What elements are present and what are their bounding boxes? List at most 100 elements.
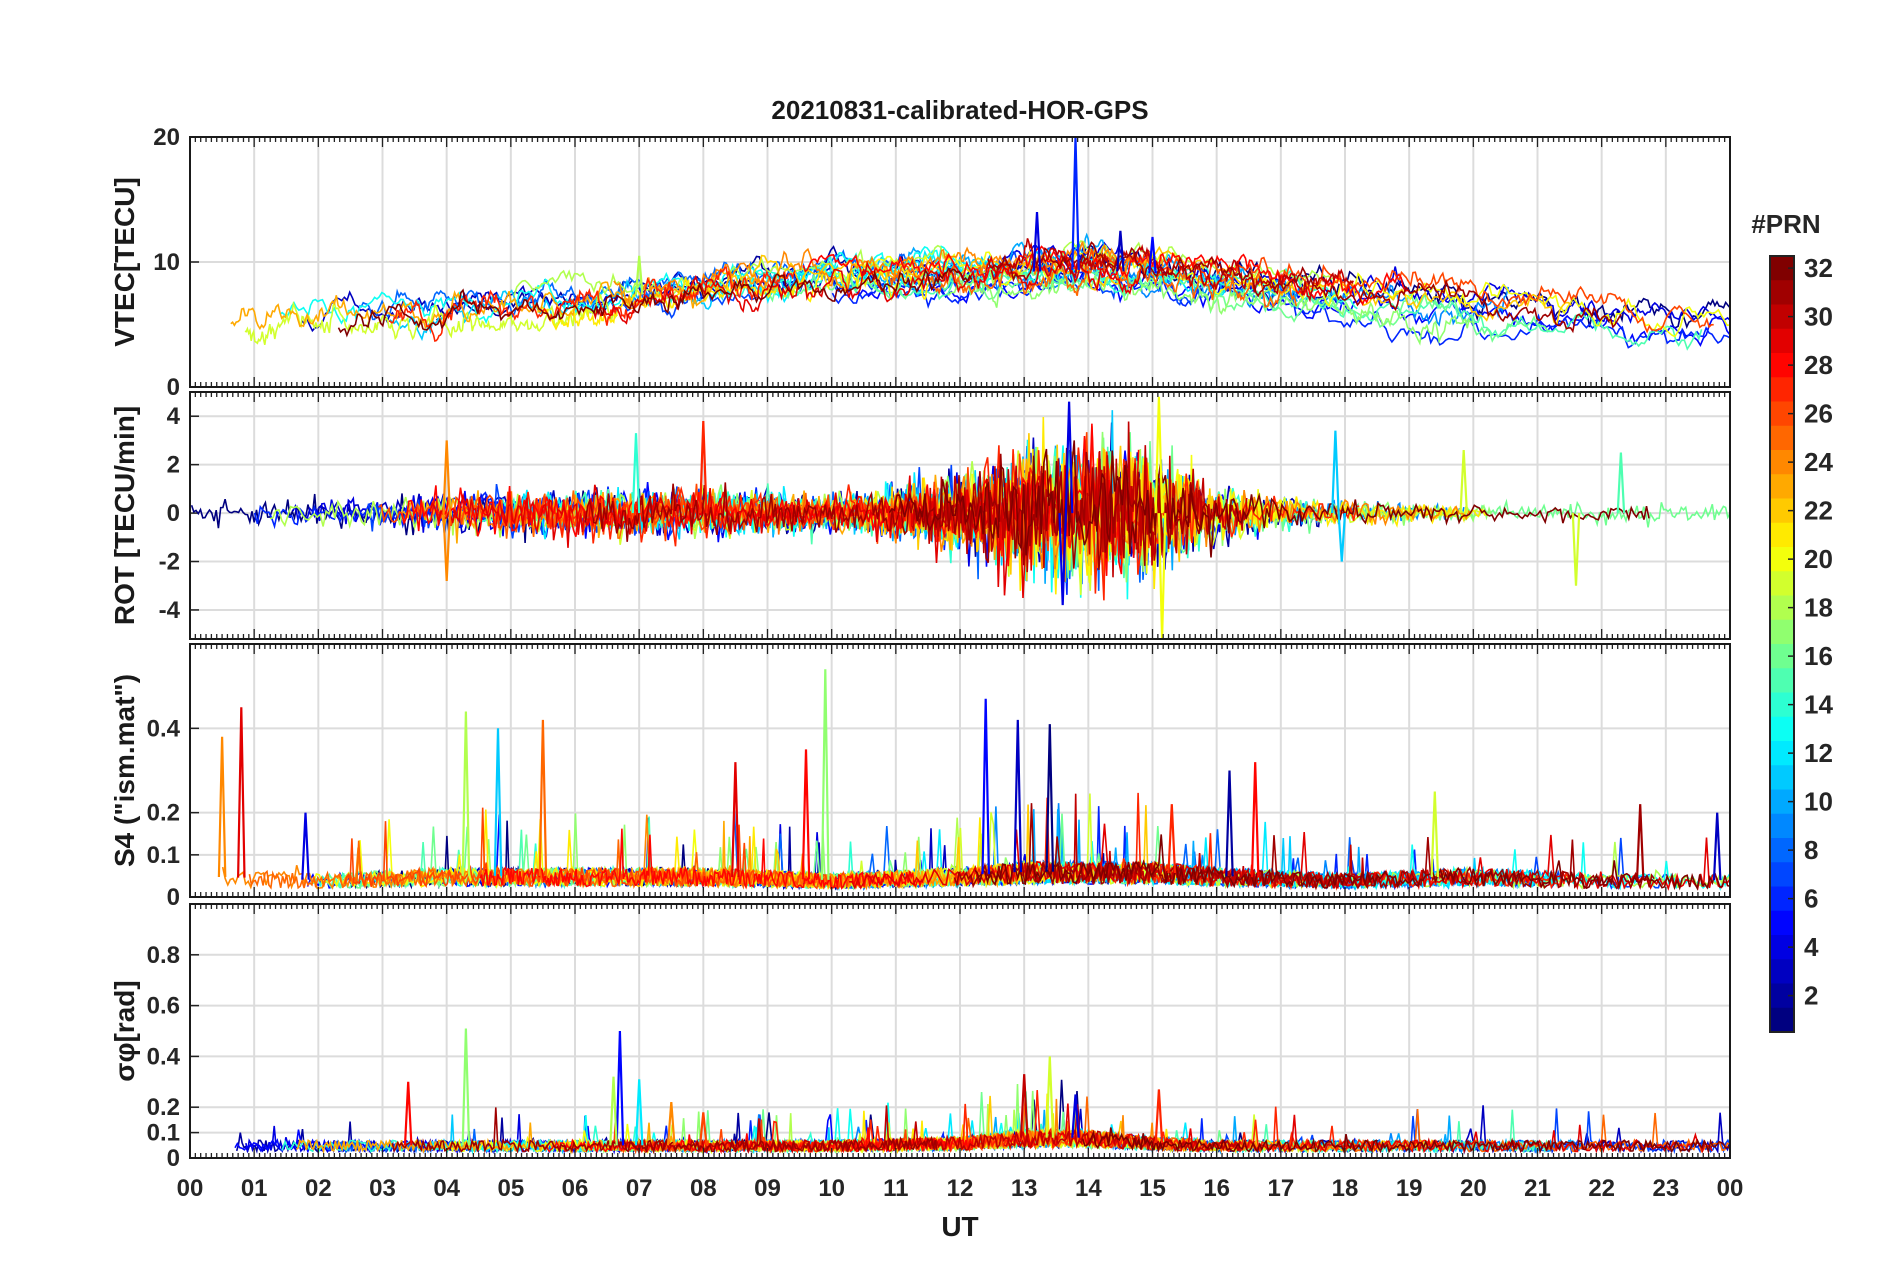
colorbar-swatch — [1770, 377, 1794, 403]
colorbar-swatch — [1770, 522, 1794, 548]
x-tick-label: 19 — [1396, 1175, 1423, 1202]
colorbar-swatch — [1770, 280, 1794, 306]
x-axis-label: UT — [941, 1211, 978, 1242]
colorbar-swatch — [1770, 910, 1794, 936]
colorbar-swatch — [1770, 571, 1794, 597]
y-tick-label: 0.8 — [147, 942, 180, 969]
colorbar-swatch — [1770, 862, 1794, 888]
y-tick-label: 20 — [153, 124, 180, 151]
series-prn-25 — [889, 255, 1298, 309]
spike-1 — [1032, 211, 1042, 272]
colorbar-tick-label: 24 — [1804, 447, 1833, 477]
spike-3 — [1058, 513, 1067, 606]
spike-15 — [1635, 804, 1645, 881]
panel-s4: 0 0.1 0.2 0.4 S4 ("ism.mat") — [109, 643, 1731, 911]
y-tick-label: 0.4 — [147, 1043, 181, 1070]
x-tick-label: 12 — [947, 1175, 974, 1202]
spike-4 — [634, 255, 644, 295]
series-group — [217, 669, 1730, 892]
x-tick-label: 11 — [883, 1175, 908, 1202]
spike-0 — [1154, 396, 1164, 514]
colorbar-tick-label: 30 — [1804, 302, 1833, 332]
spike-5 — [820, 669, 830, 880]
spike-0 — [403, 1081, 413, 1146]
chart-title: 20210831-calibrated-HOR-GPS — [771, 95, 1148, 125]
series-prn-5 — [841, 267, 1730, 348]
colorbar-tick-label: 22 — [1804, 496, 1833, 526]
panel-vtec: 0 10 20 VTEC[TECU] — [109, 124, 1731, 401]
x-tick-label: 06 — [562, 1175, 589, 1202]
spike-12 — [1250, 762, 1260, 878]
colorbar-swatch — [1770, 813, 1794, 839]
colorbar-swatch — [1770, 716, 1794, 742]
x-tick-label: 05 — [497, 1175, 524, 1202]
colorbar-tick-label: 32 — [1804, 253, 1833, 283]
spike-3 — [1148, 236, 1157, 274]
spike-2 — [615, 1030, 625, 1146]
colorbar-tick-label: 8 — [1804, 835, 1818, 865]
spike-12 — [1459, 450, 1468, 514]
y-tick-label: 0 — [167, 1145, 180, 1172]
series-prn-32 — [1081, 1127, 1730, 1155]
x-tick-label: 17 — [1267, 1175, 1294, 1202]
y-tick-label: 4 — [167, 403, 181, 430]
spike-9 — [1154, 1089, 1164, 1144]
spike-2 — [461, 711, 471, 876]
spike-16 — [1712, 812, 1722, 881]
spike-1 — [1157, 513, 1167, 639]
spike-6 — [1019, 1074, 1029, 1138]
x-tick-label: 01 — [241, 1175, 268, 1202]
spike-8 — [1045, 724, 1055, 872]
series-prn-7 — [576, 250, 1238, 319]
series-prn-31 — [987, 241, 1622, 334]
axes-frame — [189, 903, 1731, 1159]
spike-5 — [666, 1102, 676, 1146]
colorbar-swatch — [1770, 765, 1794, 791]
series-prn-32 — [888, 440, 1650, 558]
spike-11 — [1616, 452, 1626, 514]
spike-4 — [538, 719, 548, 876]
x-tick-label: 08 — [690, 1175, 717, 1202]
y-tick-label: 0 — [167, 374, 180, 401]
spike-8 — [1071, 1094, 1080, 1138]
spike-7 — [631, 433, 641, 514]
spike-5 — [442, 440, 451, 514]
x-tick-label: 22 — [1588, 1175, 1615, 1202]
x-tick-label: 13 — [1011, 1175, 1038, 1202]
x-tick-label: 07 — [626, 1175, 653, 1202]
colorbar-tick-label: 26 — [1804, 399, 1833, 429]
x-tick-label: 10 — [818, 1175, 845, 1202]
colorbar-tick-label: 2 — [1804, 981, 1818, 1011]
colorbar-tick-label: 16 — [1804, 641, 1833, 671]
colorbar-tick-label: 14 — [1804, 690, 1833, 720]
spike-3 — [493, 728, 503, 876]
colorbar-swatch — [1770, 1007, 1794, 1033]
series-group — [234, 1028, 1730, 1155]
spike-6 — [442, 513, 451, 581]
y-tick-label: 10 — [153, 249, 180, 276]
y-axis-label: VTEC[TECU] — [109, 177, 140, 347]
colorbar-swatch — [1770, 474, 1794, 500]
colorbar-tick-label: 28 — [1804, 350, 1833, 380]
colorbar-frame — [1769, 255, 1795, 1033]
series-prn-28 — [479, 828, 924, 890]
spike-7 — [1045, 1056, 1055, 1138]
series-prn-32 — [974, 834, 1730, 891]
y-tick-label: -4 — [159, 597, 181, 624]
colorbar-swatch — [1770, 619, 1794, 645]
axes-frame — [189, 136, 1731, 388]
y-axis-label: ROT [TECU/min] — [109, 406, 140, 625]
colorbar-tick-label: 12 — [1804, 738, 1833, 768]
spike-11 — [1225, 770, 1234, 877]
spike-4 — [634, 1079, 644, 1146]
colorbar-swatch — [1770, 328, 1794, 354]
spike-7 — [1013, 719, 1023, 873]
y-axis-label: σφ[rad] — [109, 980, 140, 1081]
spike-8 — [1331, 430, 1340, 514]
x-tick-label: 16 — [1203, 1175, 1230, 1202]
spike-14 — [1430, 791, 1440, 878]
panel-sigma_phi: 00.10.2 0.4 0.6 0.8 σφ[rad] — [109, 903, 1731, 1172]
series-prn-31 — [953, 803, 1655, 891]
spike-1 — [461, 1028, 471, 1146]
